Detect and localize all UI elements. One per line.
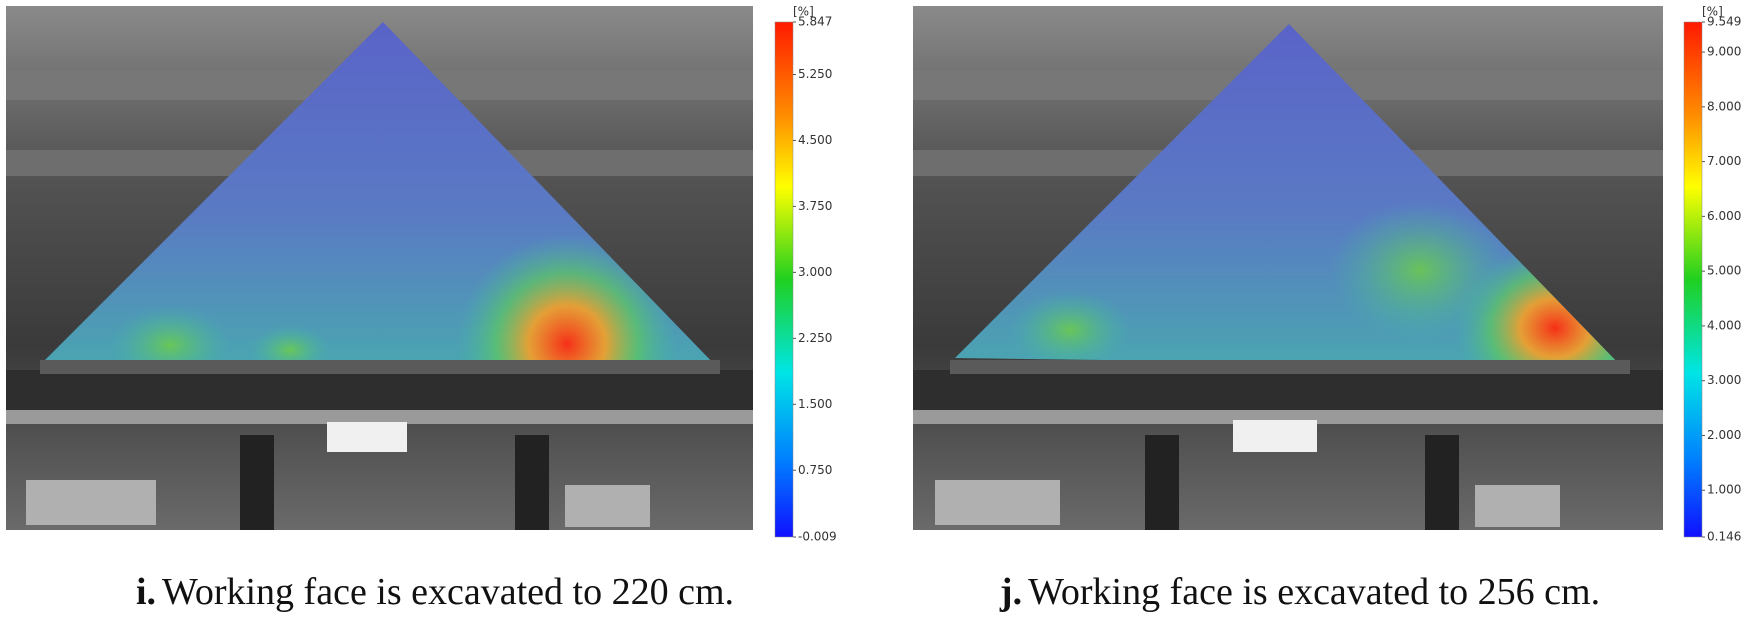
colorbar-tick-label: 9.549 [1707,15,1741,29]
caption-text: Working face is excavated to 220 cm. [162,571,735,613]
colorbar-tick-label: 1.500 [798,397,832,411]
caption: i. Working face is excavated to 220 cm. [136,570,734,614]
colorbar-tick-label: 3.000 [1707,373,1741,387]
colorbar-tick-label: 5.250 [798,67,832,81]
colorbar-tick-label: 3.750 [798,199,832,213]
caption: j. Working face is excavated to 256 cm. [1000,570,1600,614]
photo-right [913,6,1663,530]
colorbar-tick-label: -0.009 [798,530,837,544]
colorbar-tick-label: 5.847 [798,15,832,29]
colorbar-tick-label: 2.250 [798,331,832,345]
colorbar [1683,21,1703,538]
colorbar-tick-label: 1.000 [1707,483,1741,497]
photo-left [6,6,753,530]
colorbar-tick-label: 3.000 [798,265,832,279]
colorbar-tick-label: 4.000 [1707,318,1741,332]
caption-label: j. [999,571,1023,613]
colorbar-tick-label: 2.000 [1707,428,1741,442]
caption-text: Working face is excavated to 256 cm. [1028,571,1601,613]
colorbar-tick-label: 9.000 [1707,45,1741,59]
colorbar-tick-label: 5.000 [1707,264,1741,278]
colorbar-unit: [%] [1702,5,1723,19]
figure-canvas: [%]5.8475.2504.5003.7503.0002.2501.5000.… [6,5,1741,544]
colorbar-tick-label: 0.750 [798,463,832,477]
caption-label: i. [135,571,157,613]
colorbar [774,21,794,538]
colorbar-tick-label: 6.000 [1707,209,1741,223]
colorbar-tick-label: 0.146 [1707,530,1741,544]
colorbar-tick-label: 4.500 [798,133,832,147]
colorbar-tick-label: 8.000 [1707,99,1741,113]
colorbar-unit: [%] [793,5,814,19]
colorbar-tick-label: 7.000 [1707,154,1741,168]
